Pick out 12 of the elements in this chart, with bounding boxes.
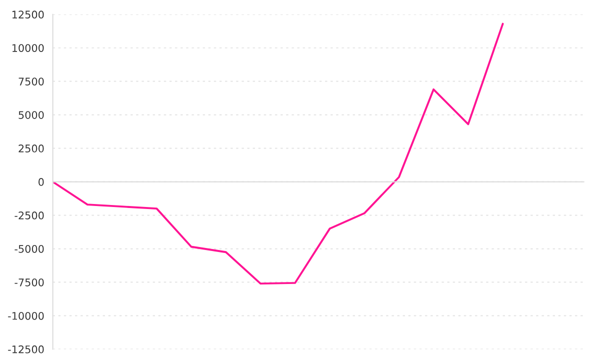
line-series xyxy=(52,22,504,285)
y-tick-label: -12500 xyxy=(8,345,44,354)
y-tick-label: 2500 xyxy=(18,144,44,152)
y-tick-label: 10000 xyxy=(12,44,44,52)
y-tick-label: -7500 xyxy=(14,278,44,286)
y-tick-label: 7500 xyxy=(18,78,44,86)
y-tick-label: -2500 xyxy=(14,212,44,220)
y-tick-label: 0 xyxy=(38,178,44,186)
y-tick-label: -5000 xyxy=(14,244,44,253)
y-tick-label: 5000 xyxy=(18,111,44,119)
y-tick-label: -10000 xyxy=(8,312,44,320)
y-tick-label: 12500 xyxy=(12,10,44,19)
